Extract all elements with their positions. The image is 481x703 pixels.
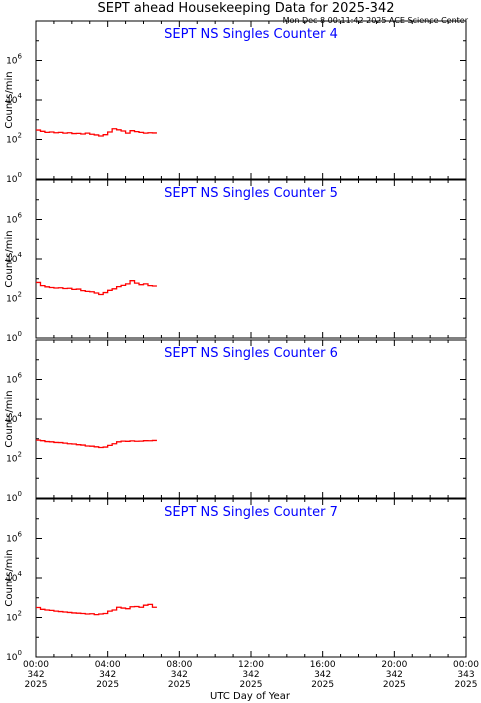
y-tick-label: 102 (6, 132, 22, 146)
y-tick-label: 106 (6, 53, 22, 67)
y-tick-label: 102 (6, 451, 22, 465)
x-tick-label-time: 00:00 (453, 660, 479, 670)
x-tick-label-day: 342 (171, 670, 188, 680)
x-tick-label-year: 2025 (311, 680, 334, 690)
y-axis-label: Counts/min (4, 230, 15, 287)
x-tick-label-day: 342 (242, 670, 259, 680)
plot-frame (35, 339, 467, 499)
plot-frame (35, 20, 467, 180)
y-tick-label: 100 (6, 330, 22, 344)
data-trace (36, 128, 157, 137)
y-axis-label: Counts/min (4, 390, 15, 447)
y-tick-label: 102 (6, 610, 22, 624)
x-axis-label: UTC Day of Year (210, 691, 291, 702)
panel-4: 100 102 104 106 Counts/min SEPT NS Singles Co… (4, 498, 467, 663)
x-tick-label-day: 343 (457, 670, 474, 680)
y-tick-label: 100 (6, 171, 22, 185)
x-tick-label-time: 16:00 (310, 660, 336, 670)
panel-1: 100 102 104 106 Counts/min SEPT NS Singles Co… (4, 20, 467, 185)
x-tick-label-time: 20:00 (381, 660, 407, 670)
x-tick-label-year: 2025 (168, 680, 191, 690)
x-tick-label-time: 08:00 (166, 660, 192, 670)
panel-title: SEPT NS Singles Counter 4 (164, 27, 338, 42)
y-tick-label: 102 (6, 291, 22, 305)
y-tick-label: 104 (6, 411, 22, 425)
x-tick-label-year: 2025 (25, 680, 48, 690)
x-tick-label-year: 2025 (240, 680, 263, 690)
y-tick-label: 106 (6, 372, 22, 386)
chart-title: SEPT ahead Housekeeping Data for 2025-34… (98, 1, 395, 16)
x-tick-label-time: 00:00 (23, 660, 49, 670)
x-tick-label-day: 342 (386, 670, 403, 680)
panel-title: SEPT NS Singles Counter 5 (164, 186, 338, 201)
data-trace (36, 603, 157, 616)
x-tick-label-year: 2025 (383, 680, 406, 690)
y-axis-label: Counts/min (4, 549, 15, 606)
x-tick-label-day: 342 (99, 670, 116, 680)
y-tick-label: 100 (6, 649, 22, 663)
x-tick-label-day: 342 (27, 670, 44, 680)
y-tick-label: 100 (6, 490, 22, 504)
x-tick-label-year: 2025 (96, 680, 119, 690)
y-tick-label: 104 (6, 251, 22, 265)
data-trace (36, 280, 157, 296)
panels: 100 102 104 106 Counts/min SEPT NS Singles Co… (4, 20, 467, 663)
plot-frame (35, 179, 467, 339)
y-tick-label: 104 (6, 570, 22, 584)
y-axis-label: Counts/min (4, 71, 15, 128)
plot-frame (35, 498, 467, 658)
data-trace (36, 439, 157, 449)
x-axis-ticklabels: 00:00342202504:00342202508:00342202512:0… (23, 660, 479, 690)
x-tick-label-day: 342 (314, 670, 331, 680)
y-tick-label: 106 (6, 531, 22, 545)
panel-3: 100 102 104 106 Counts/min SEPT NS Singles Co… (4, 339, 467, 504)
x-tick-label-time: 12:00 (238, 660, 264, 670)
y-tick-label: 106 (6, 212, 22, 226)
panel-2: 100 102 104 106 Counts/min SEPT NS Singles Co… (4, 179, 467, 344)
panel-title: SEPT NS Singles Counter 6 (164, 346, 338, 361)
y-tick-label: 104 (6, 92, 22, 106)
panel-title: SEPT NS Singles Counter 7 (164, 505, 338, 520)
x-tick-label-year: 2025 (455, 680, 478, 690)
x-tick-label-time: 04:00 (95, 660, 121, 670)
